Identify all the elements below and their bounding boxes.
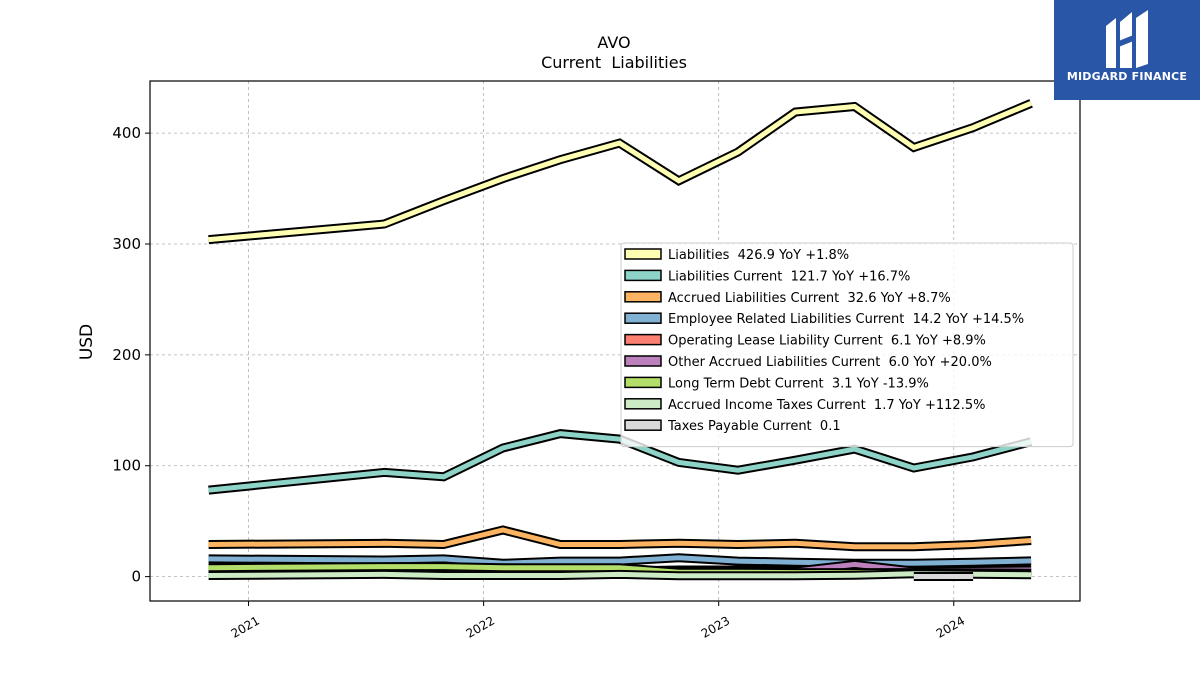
x-tick-label: 2023 [699, 613, 732, 640]
plot-frame [149, 80, 1081, 602]
series-3 [208, 553, 1032, 568]
legend-entry: Liabilities 426.9 YoY +1.8% [668, 248, 849, 263]
legend-entry: Taxes Payable Current 0.1 [667, 419, 841, 434]
y-tick-label: 100 [112, 457, 141, 475]
x-tick-label: 2022 [464, 613, 497, 640]
legend-swatch [624, 419, 662, 431]
brand-logo: MIDGARD FINANCE [1054, 0, 1200, 100]
legend-entry: Liabilities Current 121.7 YoY +16.7% [668, 269, 910, 284]
series-1 [208, 429, 1033, 495]
y-axis-label: USD [77, 324, 97, 360]
y-tick-label: 400 [112, 124, 141, 142]
legend-swatch [624, 269, 662, 282]
legend-entry: Accrued Liabilities Current 32.6 YoY +8.… [668, 291, 951, 306]
legend-entry: Employee Related Liabilities Current 14.… [668, 312, 1024, 327]
y-tick-label: 0 [131, 568, 141, 586]
y-tick-label: 200 [112, 346, 141, 364]
chart-title: AVO [597, 33, 630, 52]
legend-swatch [624, 355, 662, 367]
legend-swatch [624, 398, 662, 410]
logo-mark-icon [1106, 10, 1148, 68]
y-tick-label: 300 [112, 235, 141, 253]
legend-swatch [624, 333, 662, 346]
legend-swatch [624, 312, 662, 324]
x-tick-label: 2024 [934, 613, 967, 640]
legend: Liabilities 426.9 YoY +1.8% Liabilities C… [620, 242, 1074, 448]
series-line [208, 527, 1032, 550]
series-line [208, 571, 1032, 579]
legend-box [620, 242, 1074, 448]
legend-swatch [624, 376, 662, 389]
series-line [208, 555, 1032, 566]
chart-subtitle: Current Liabilities [541, 53, 687, 72]
series-line-outline [208, 99, 1033, 245]
legend-entry: Operating Lease Liability Current 6.1 Yo… [668, 334, 986, 349]
series-2 [208, 525, 1032, 552]
brand-name: MIDGARD FINANCE [1066, 70, 1188, 83]
legend-entry: Other Accrued Liabilities Current 6.0 Yo… [668, 355, 992, 370]
legend-entry: Long Term Debt Current 3.1 YoY -13.9% [668, 376, 929, 391]
legend-entry: Accrued Income Taxes Current 1.7 YoY +11… [668, 398, 985, 413]
series-layer [208, 99, 1033, 581]
series-7 [208, 569, 1032, 581]
legend-swatch [624, 291, 662, 303]
legend-swatch [624, 248, 662, 260]
series-line [208, 431, 1032, 493]
series-0 [208, 99, 1033, 245]
x-tick-label: 2021 [229, 613, 262, 640]
series-line [208, 100, 1033, 243]
